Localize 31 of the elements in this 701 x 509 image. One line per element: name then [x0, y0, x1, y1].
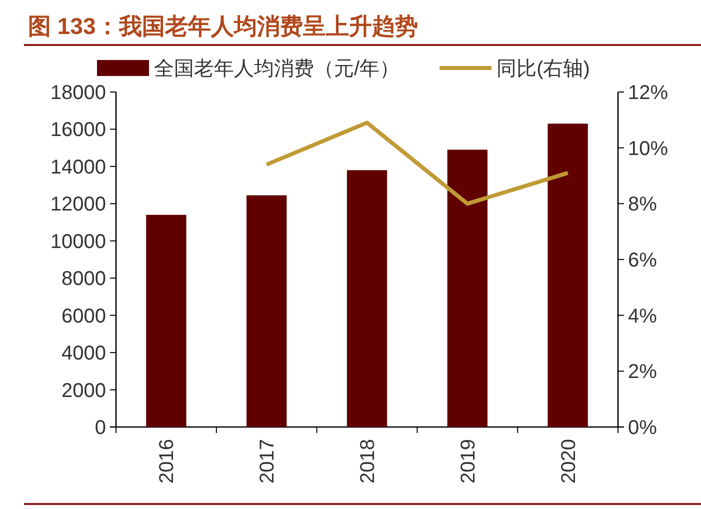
x-tick-label: 2018	[357, 439, 379, 484]
y-tick-label: 2000	[62, 380, 106, 402]
x-tick-label: 2017	[256, 439, 279, 484]
legend-label: 同比(右轴)	[496, 58, 590, 80]
bar	[246, 195, 287, 427]
y2-tick-label: 12%	[628, 82, 668, 104]
bar	[346, 170, 388, 427]
bar	[548, 124, 588, 427]
y-tick-label: 14000	[50, 156, 106, 178]
x-tick-label: 2020	[558, 439, 580, 484]
y2-tick-label: 8%	[628, 194, 658, 216]
y-tick-label: 10000	[50, 230, 106, 253]
y-tick-label: 0	[94, 417, 106, 439]
y2-tick-label: 10%	[628, 138, 668, 160]
y2-tick-label: 2%	[628, 361, 658, 384]
y-tick-label: 6000	[62, 305, 106, 328]
x-tick-label: 2019	[457, 439, 480, 484]
y-tick-label: 12000	[50, 194, 106, 216]
chart-title: 图 133：我国老年人均消费呈上升趋势	[28, 13, 418, 39]
y2-tick-label: 6%	[628, 250, 658, 272]
y2-tick-label: 4%	[628, 305, 658, 328]
y-tick-label: 16000	[50, 119, 106, 142]
bar	[146, 214, 186, 427]
y-tick-label: 4000	[62, 342, 106, 365]
y-tick-label: 18000	[50, 82, 106, 104]
x-tick-label: 2016	[156, 439, 178, 484]
bar	[447, 150, 488, 427]
y-tick-label: 8000	[62, 268, 106, 290]
legend-label: 全国老年人均消费（元/年）	[154, 58, 400, 80]
line-series	[264, 120, 570, 206]
y2-tick-label: 0%	[628, 417, 658, 439]
